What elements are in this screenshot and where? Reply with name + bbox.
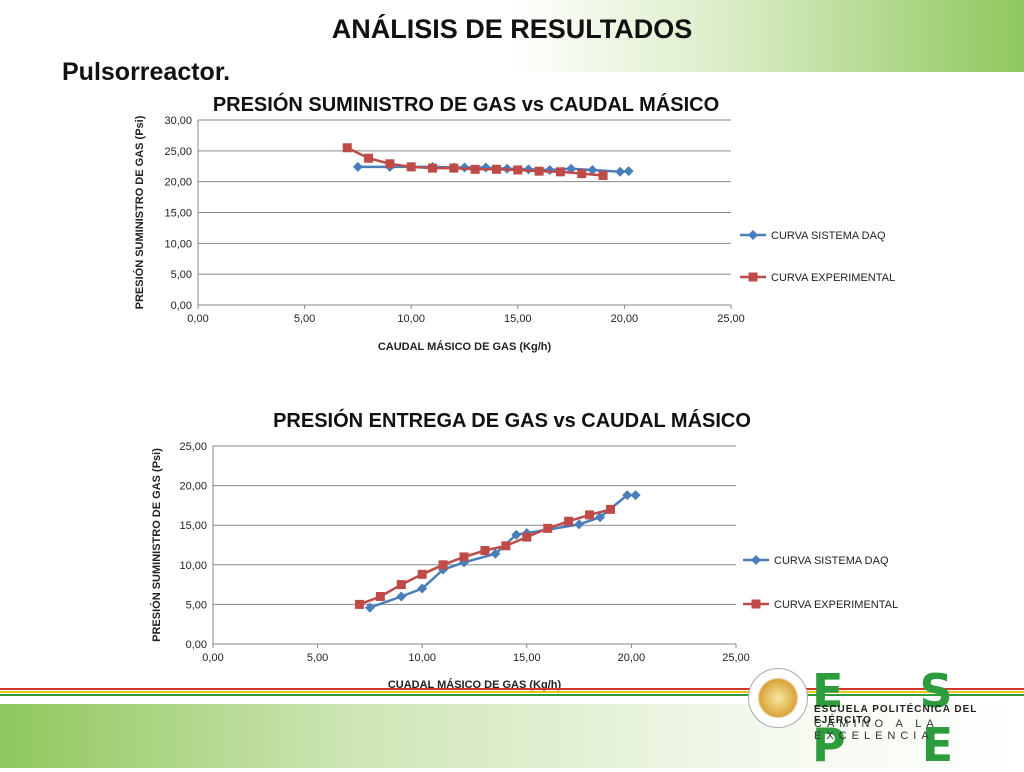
data-point: [585, 510, 595, 520]
y-tick-label: 10,00: [179, 560, 207, 572]
data-point: [511, 529, 522, 540]
x-tick-label: 10,00: [408, 652, 436, 664]
footer-stripes: [0, 688, 1024, 696]
university-seal-icon: [748, 668, 808, 728]
data-point: [354, 599, 364, 609]
data-point: [364, 602, 375, 613]
data-point: [449, 163, 459, 173]
y-tick-label: 25,00: [164, 146, 192, 158]
legend-label: CURVA SISTEMA DAQ: [771, 230, 886, 242]
y-tick-label: 15,00: [164, 208, 192, 220]
y-tick-label: 5,00: [186, 599, 207, 611]
data-point: [417, 569, 427, 579]
y-tick-label: 15,00: [179, 520, 207, 532]
slide-subtitle: Pulsorreactor.: [62, 58, 231, 86]
data-point: [490, 548, 501, 559]
data-point: [396, 591, 407, 602]
legend-label: CURVA SISTEMA DAQ: [774, 555, 889, 567]
legend-label: CURVA EXPERIMENTAL: [774, 599, 898, 611]
footer-band: [0, 704, 1024, 768]
legend-marker: [748, 272, 758, 282]
data-point: [555, 167, 565, 177]
x-tick-label: 10,00: [397, 313, 425, 325]
x-tick-label: 5,00: [307, 652, 328, 664]
header-band: [0, 0, 1024, 72]
y-tick-label: 5,00: [171, 269, 192, 281]
data-point: [577, 169, 587, 179]
data-point: [417, 583, 428, 594]
data-point: [605, 504, 615, 514]
y-tick-label: 10,00: [164, 238, 192, 250]
data-point: [522, 532, 532, 542]
delivery-pressure-chart: PRESIÓN ENTREGA DE GAS vs CAUDAL MÁSICO 0…: [150, 408, 898, 691]
x-tick-label: 25,00: [717, 313, 745, 325]
slide-title: ANÁLISIS DE RESULTADOS: [331, 14, 693, 44]
x-tick-label: 15,00: [504, 313, 532, 325]
y-tick-label: 20,00: [179, 481, 207, 493]
x-tick-label: 20,00: [611, 313, 639, 325]
y-axis-label: PRESIÓN SUMINISTRO DE GAS (Psi): [150, 448, 163, 642]
series-line: [369, 493, 636, 609]
data-point: [564, 516, 574, 526]
x-tick-label: 0,00: [187, 313, 208, 325]
chart-title: PRESIÓN ENTREGA DE GAS vs CAUDAL MÁSICO: [273, 408, 751, 432]
data-point: [406, 162, 416, 172]
data-point: [459, 552, 469, 562]
data-point: [543, 523, 553, 533]
legend-marker: [748, 230, 758, 240]
legend-marker: [751, 555, 761, 565]
data-point: [598, 171, 608, 180]
y-axis-label: PRESIÓN SUMINISTRO DE GAS (Psi): [133, 115, 146, 309]
legend-marker: [751, 599, 761, 609]
supply-pressure-chart: PRESIÓN SUMINISTRO DE GAS vs CAUDAL MÁSI…: [133, 92, 895, 353]
y-tick-label: 20,00: [164, 177, 192, 189]
data-point: [544, 164, 555, 175]
data-point: [574, 519, 585, 530]
y-tick-label: 30,00: [164, 115, 192, 127]
data-point: [385, 159, 395, 169]
data-point: [438, 560, 448, 570]
espe-logo: E S P E: [812, 664, 984, 772]
x-tick-label: 5,00: [294, 313, 315, 325]
data-point: [352, 161, 363, 172]
x-tick-label: 0,00: [202, 652, 223, 664]
data-point: [566, 163, 577, 174]
logo-motto: CAMINO A LA EXCELENCIA: [814, 718, 939, 742]
chart-title: PRESIÓN SUMINISTRO DE GAS vs CAUDAL MÁSI…: [213, 92, 719, 116]
data-point: [622, 490, 633, 501]
data-point: [534, 166, 544, 176]
data-point: [623, 166, 634, 177]
y-tick-label: 0,00: [186, 639, 207, 651]
data-point: [523, 164, 534, 175]
data-point: [342, 143, 352, 153]
legend-label: CURVA EXPERIMENTAL: [771, 272, 895, 284]
data-point: [513, 165, 523, 175]
data-point: [595, 512, 606, 523]
x-tick-label: 25,00: [722, 652, 750, 664]
data-point: [615, 166, 626, 177]
data-point: [480, 546, 490, 556]
data-point: [470, 164, 480, 174]
x-tick-label: 20,00: [618, 652, 646, 664]
data-point: [428, 163, 438, 173]
x-axis-label: CUADAL MÁSICO DE GAS (Kg/h): [388, 678, 562, 691]
data-point: [480, 162, 491, 173]
data-point: [364, 153, 374, 163]
y-tick-label: 25,00: [179, 441, 207, 453]
data-point: [501, 541, 511, 551]
data-point: [491, 164, 501, 174]
logo-institution: ESCUELA POLITÉCNICA DEL EJÉRCITO: [814, 704, 978, 726]
x-axis-label: CAUDAL MÁSICO DE GAS (Kg/h): [378, 340, 552, 353]
data-point: [630, 490, 641, 501]
data-point: [587, 164, 598, 175]
x-tick-label: 15,00: [513, 652, 541, 664]
data-point: [375, 591, 385, 601]
y-tick-label: 0,00: [171, 300, 192, 312]
data-point: [396, 580, 406, 590]
